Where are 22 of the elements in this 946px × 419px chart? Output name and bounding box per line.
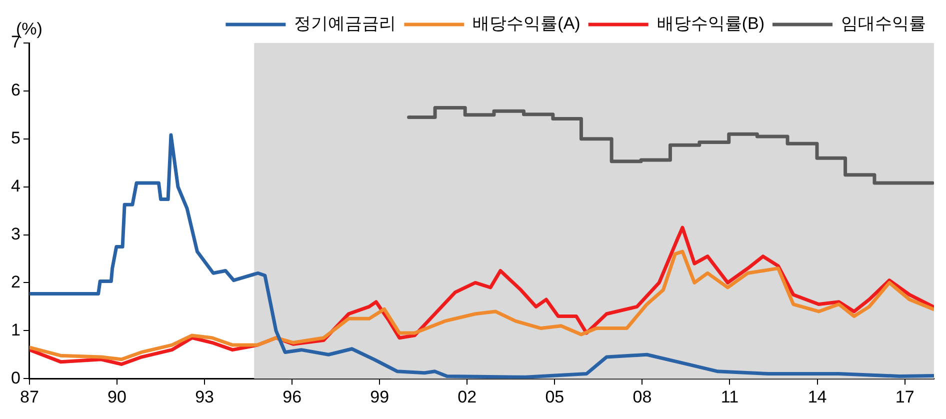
y-tick-label: 3 — [10, 224, 20, 244]
x-tick-label: 96 — [282, 387, 302, 406]
x-tick-label: 87 — [20, 387, 39, 406]
x-tick-label: 14 — [808, 387, 827, 406]
y-tick-label: 5 — [10, 128, 20, 148]
x-tick-label: 02 — [458, 387, 477, 406]
legend-label: 정기예금금리 — [294, 14, 396, 34]
x-tick-label: 90 — [108, 387, 126, 406]
x-tick-label: 17 — [895, 387, 914, 406]
x-tick-label: 99 — [370, 387, 390, 406]
x-tick-label: 93 — [195, 387, 214, 406]
y-tick-label: 6 — [10, 80, 20, 100]
x-tick-label: 05 — [545, 387, 564, 406]
legend-label: 배당수익률(B) — [656, 14, 765, 34]
y-tick-label: 4 — [10, 176, 20, 196]
x-tick-label: 11 — [720, 387, 739, 406]
y-tick-label: 0 — [10, 368, 20, 388]
y-tick-label: 2 — [10, 272, 20, 292]
legend-label: 배당수익률(A) — [472, 14, 580, 34]
y-tick-label: 1 — [10, 320, 20, 340]
x-tick-label: 08 — [632, 387, 652, 406]
legend-label: 임대수익률 — [841, 14, 926, 34]
